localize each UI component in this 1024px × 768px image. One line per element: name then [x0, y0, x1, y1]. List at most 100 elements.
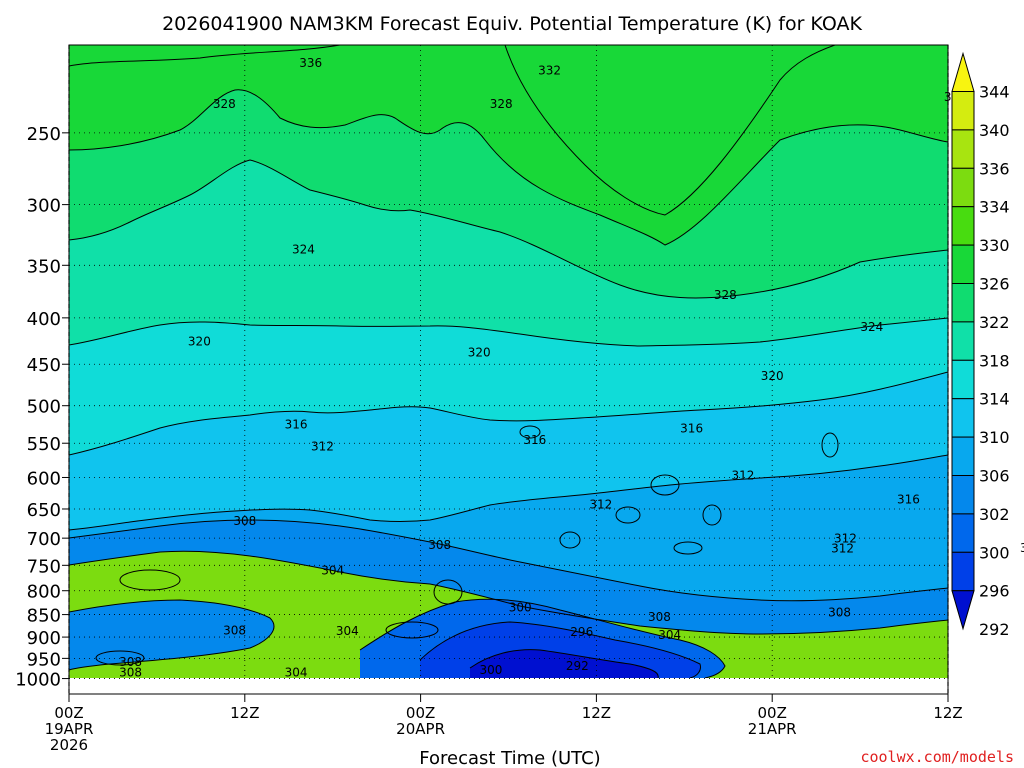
colorbar-segment: [951, 244, 975, 285]
contour-label-text: 316: [523, 433, 546, 447]
contour-label-text: 324: [292, 243, 315, 257]
colorbar-segment: [951, 283, 975, 323]
contour-label-text: 320: [761, 369, 784, 383]
colorbar-label: 292: [979, 620, 1010, 639]
y-tick-label: 750: [27, 556, 61, 577]
contour-label-320: 320: [761, 369, 784, 383]
colorbar-label: 344: [979, 83, 1010, 102]
colorbar-segment: [951, 475, 975, 515]
contour-label-332: 332: [538, 63, 561, 77]
contour-label-328: 328: [490, 97, 513, 111]
contour-label-text: 308: [223, 624, 246, 638]
contour-label-308: 308: [828, 605, 851, 619]
x-tick-label: 12Z: [582, 704, 611, 722]
contour-label-text: 292: [566, 659, 589, 673]
contour-label-text: 312: [831, 542, 854, 556]
y-tick-label: 1000: [15, 670, 61, 691]
colorbar-segment: [951, 129, 975, 169]
credit-text: coolwx.com/models: [860, 748, 1014, 766]
y-tick-label: 950: [27, 649, 61, 670]
contour-label-text: 304: [336, 624, 359, 638]
colorbar-label: 314: [979, 390, 1010, 409]
contour-label-312: 312: [831, 542, 854, 556]
contour-label-text: 308: [233, 514, 256, 528]
contour-label-300: 300: [509, 601, 532, 615]
band-290-294: [470, 649, 659, 678]
contour-label-text: 300: [509, 601, 532, 615]
colorbar: 344 340 336 334 330 326 322 318 314 310 306 302 300 2…: [951, 51, 1010, 639]
contour-label-308: 308: [648, 610, 671, 624]
contour-label-text: 308: [119, 655, 142, 669]
band-318-322: [69, 160, 948, 346]
colorbar-segment: [951, 321, 975, 361]
contour-label-text: 296: [570, 625, 593, 639]
contour-label-308: 308: [119, 655, 142, 669]
contour-label-text: 308: [428, 538, 451, 552]
contour-label-324: 324: [292, 243, 315, 257]
contour-label-text: 308: [119, 665, 142, 679]
contour-label-292: 292: [566, 659, 589, 673]
colorbar-segment: [951, 436, 975, 477]
colorbar-segment: [951, 513, 975, 553]
contour-label-304: 304: [336, 624, 359, 638]
colorbar-segment: [951, 91, 975, 131]
y-tick-label: 700: [27, 529, 61, 550]
contour-label-308: 308: [1020, 541, 1024, 555]
contour-label-308: 308: [119, 665, 142, 679]
contour-label-text: 304: [658, 628, 681, 642]
contour-label-304: 304: [285, 665, 308, 679]
colorbar-label: 334: [979, 198, 1010, 217]
contour-label-308: 308: [428, 538, 451, 552]
colorbar-segment: [951, 398, 975, 438]
y-tick-label: 300: [27, 196, 61, 217]
colorbar-segment: [951, 167, 975, 208]
band-322-326: [69, 89, 948, 298]
x-tick-label: 00Z: [54, 704, 83, 722]
x-axis-label: Forecast Time (UTC): [419, 748, 600, 768]
contour-label-text: 320: [468, 345, 491, 359]
y-axis: 2503003504004505005506006507007508008509…: [15, 124, 69, 691]
y-tick-label: 600: [27, 468, 61, 489]
contour-label-336: 336: [299, 56, 322, 70]
colorbar-segment: [951, 551, 975, 592]
contour-label-text: 304: [285, 665, 308, 679]
theta-e-filled-field: [69, 45, 948, 694]
band-308-312: [69, 455, 948, 601]
contour-label-text: 308: [828, 605, 851, 619]
contour-label-308: 308: [223, 624, 246, 638]
colorbar-label: 330: [979, 236, 1010, 255]
contour-label-312: 312: [731, 468, 754, 482]
y-tick-label: 500: [27, 397, 61, 418]
contour-label-316: 316: [897, 493, 920, 507]
contour-lines: [69, 45, 948, 678]
contour-label-text: 328: [213, 97, 236, 111]
contour-labels: 3363323283283323243283243203203203163163…: [119, 56, 1024, 679]
gridlines: [69, 45, 948, 679]
contour-label-text: 312: [731, 468, 754, 482]
contour-label-304: 304: [321, 564, 344, 578]
y-tick-label: 850: [27, 606, 61, 627]
contour-label-text: 300: [479, 663, 502, 677]
x-tick-label: 12Z: [230, 704, 259, 722]
contour-label-text: 308: [648, 610, 671, 624]
x-tick-label: 00Z: [758, 704, 787, 722]
contour-label-text: 312: [834, 532, 857, 546]
contour-label-316: 316: [523, 433, 546, 447]
colorbar-top-triangle: [951, 51, 975, 92]
contour-label-text: 332: [538, 63, 561, 77]
contour-label-text: 312: [589, 498, 612, 512]
colorbar-label: 340: [979, 121, 1010, 140]
y-tick-label: 650: [27, 500, 61, 521]
contour-label-328: 328: [714, 288, 737, 302]
contour-label-304: 304: [658, 628, 681, 642]
contour-label-text: 312: [311, 440, 334, 454]
colorbar-label: 296: [979, 582, 1010, 601]
colorbar-label: 322: [979, 313, 1010, 332]
contour-label-296: 296: [570, 625, 593, 639]
colorbar-label: 310: [979, 428, 1010, 447]
colorbar-bottom-triangle: [951, 590, 975, 631]
contour-label-text: 324: [860, 320, 883, 334]
colorbar-label: 336: [979, 159, 1010, 178]
ground-surface: [69, 678, 948, 694]
